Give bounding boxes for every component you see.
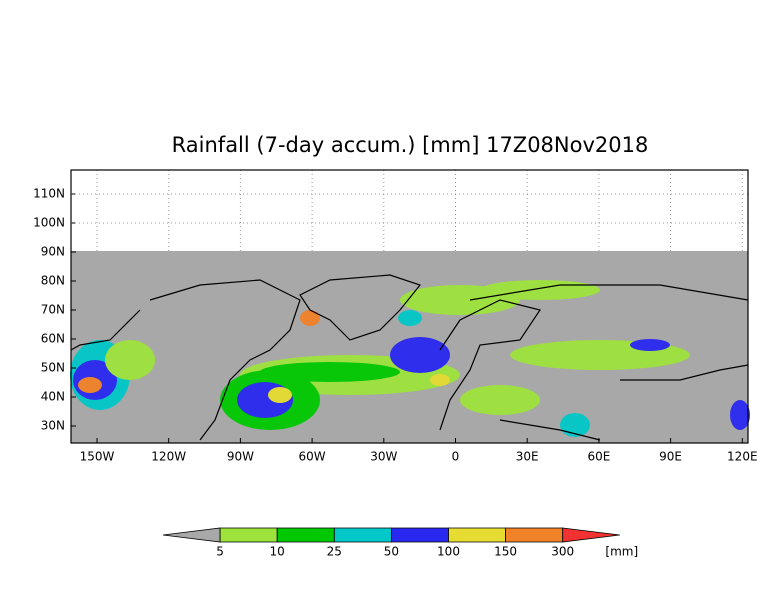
legend-swatch	[505, 527, 564, 543]
plot-area	[70, 169, 750, 444]
lon-label: 90E	[659, 450, 682, 464]
lat-label: 100N	[33, 216, 65, 230]
legend-swatch	[162, 527, 221, 543]
lon-label: 60E	[587, 450, 610, 464]
rain-field	[70, 280, 750, 437]
lat-label: 30N	[41, 419, 65, 433]
lon-label: 30W	[370, 450, 397, 464]
legend-swatch	[219, 527, 278, 543]
lat-label: 50N	[41, 361, 65, 375]
lon-label: 120W	[151, 450, 186, 464]
legend-swatch	[562, 527, 620, 543]
lon-label: 60W	[299, 450, 326, 464]
lat-label: 60N	[41, 332, 65, 346]
legend-swatch	[391, 527, 449, 543]
legend-unit: [mm]	[605, 545, 638, 559]
graticule	[71, 170, 748, 443]
lat-label: 40N	[41, 390, 65, 404]
legend-label: 300	[551, 545, 574, 559]
lon-label: 150W	[80, 450, 115, 464]
lat-label: 70N	[41, 303, 65, 317]
legend-swatch	[276, 527, 335, 543]
coastlines	[70, 274, 749, 441]
legend-label: 25	[327, 545, 342, 559]
lon-label: 90W	[227, 450, 254, 464]
lat-label: 90N	[41, 245, 65, 259]
legend-swatch	[448, 527, 506, 543]
legend-label: 10	[270, 545, 285, 559]
lat-label: 110N	[33, 187, 65, 201]
color-legend: 5 10 25 50 100 150 300 [mm]	[162, 527, 638, 559]
lon-label: 120E	[727, 450, 758, 464]
legend-label: 50	[384, 545, 399, 559]
lon-label: 30E	[516, 450, 539, 464]
legend-label: 100	[437, 545, 460, 559]
legend-label: 5	[216, 545, 224, 559]
legend-label: 150	[494, 545, 517, 559]
lon-label: 0	[452, 450, 460, 464]
plot-frame	[70, 169, 749, 444]
lat-label: 80N	[41, 274, 65, 288]
legend-swatch	[333, 527, 392, 543]
map-title: Rainfall (7-day accum.) [mm] 17Z08Nov201…	[172, 133, 649, 157]
axis-labels: 110N 100N 90N 80N 70N 60N 50N 40N 30N 150W 120W 90W…	[33, 187, 757, 464]
